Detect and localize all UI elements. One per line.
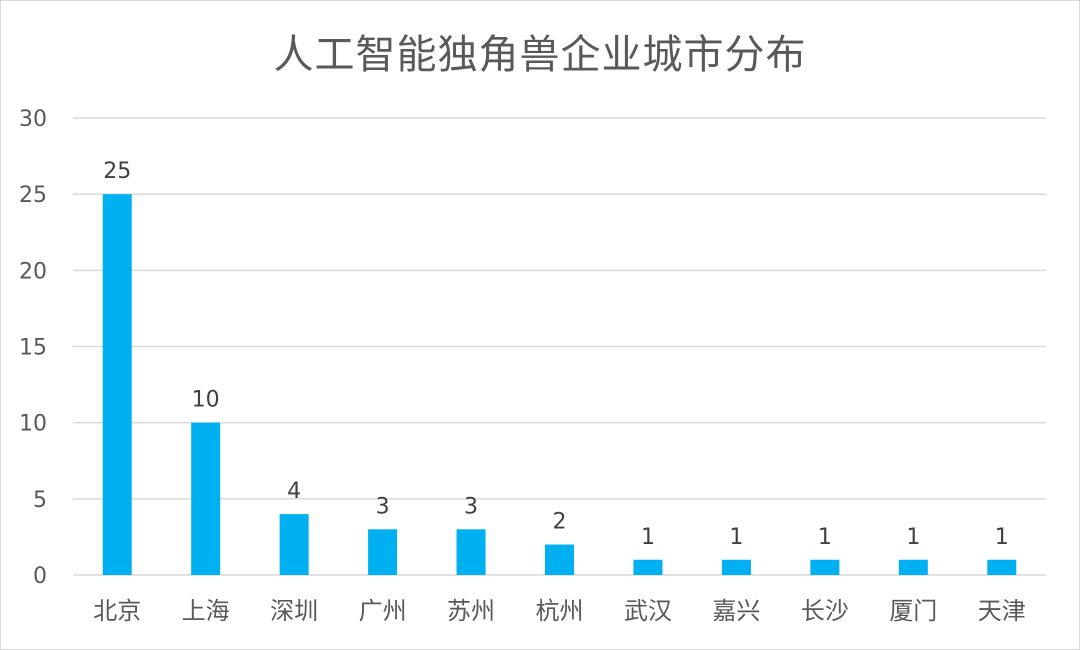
x-tick-label: 广州 <box>359 597 407 625</box>
x-tick-label: 北京 <box>93 597 141 625</box>
bar <box>368 529 398 575</box>
x-tick-label: 厦门 <box>889 597 937 625</box>
bar <box>545 544 574 575</box>
x-tick-label: 深圳 <box>270 597 318 625</box>
x-tick-label: 天津 <box>978 597 1026 625</box>
y-axis: 0 5 10 15 20 25 30 <box>19 107 47 589</box>
bar <box>810 559 840 575</box>
x-tick-label: 武汉 <box>624 597 672 625</box>
bar <box>456 529 486 575</box>
y-tick-label: 25 <box>19 183 47 208</box>
data-label: 1 <box>818 525 832 550</box>
bars <box>102 194 1017 575</box>
data-label: 4 <box>287 479 301 504</box>
bar <box>279 514 309 575</box>
data-label: 10 <box>192 388 220 413</box>
y-tick-label: 10 <box>19 412 47 437</box>
y-tick-label: 15 <box>19 336 47 361</box>
data-label: 25 <box>103 159 131 184</box>
bar <box>721 559 751 575</box>
chart-title: 人工智能独角兽企业城市分布 <box>273 32 807 78</box>
x-tick-label: 苏州 <box>447 597 495 625</box>
data-label: 2 <box>553 510 567 535</box>
data-labels: 25 10 4 3 3 2 1 1 1 1 1 <box>103 159 1009 550</box>
bar <box>633 559 663 575</box>
data-label: 3 <box>464 494 478 519</box>
x-tick-label: 上海 <box>182 597 230 625</box>
bar <box>102 194 132 575</box>
bar <box>898 559 928 575</box>
data-label: 1 <box>641 525 655 550</box>
data-label: 3 <box>376 494 390 519</box>
bar <box>987 559 1017 575</box>
bar <box>191 422 221 575</box>
y-tick-label: 30 <box>19 107 47 132</box>
x-axis: 北京 上海 深圳 广州 苏州 杭州 武汉 嘉兴 长沙 厦门 天津 <box>93 597 1026 625</box>
data-label: 1 <box>906 525 920 550</box>
gridlines <box>73 117 1046 576</box>
y-tick-label: 20 <box>19 259 47 284</box>
x-tick-label: 长沙 <box>801 597 849 625</box>
x-tick-label: 嘉兴 <box>712 597 760 625</box>
x-tick-label: 杭州 <box>536 597 584 625</box>
y-tick-label: 0 <box>33 564 47 589</box>
data-label: 1 <box>995 525 1009 550</box>
data-label: 1 <box>729 525 743 550</box>
y-tick-label: 5 <box>33 488 47 513</box>
